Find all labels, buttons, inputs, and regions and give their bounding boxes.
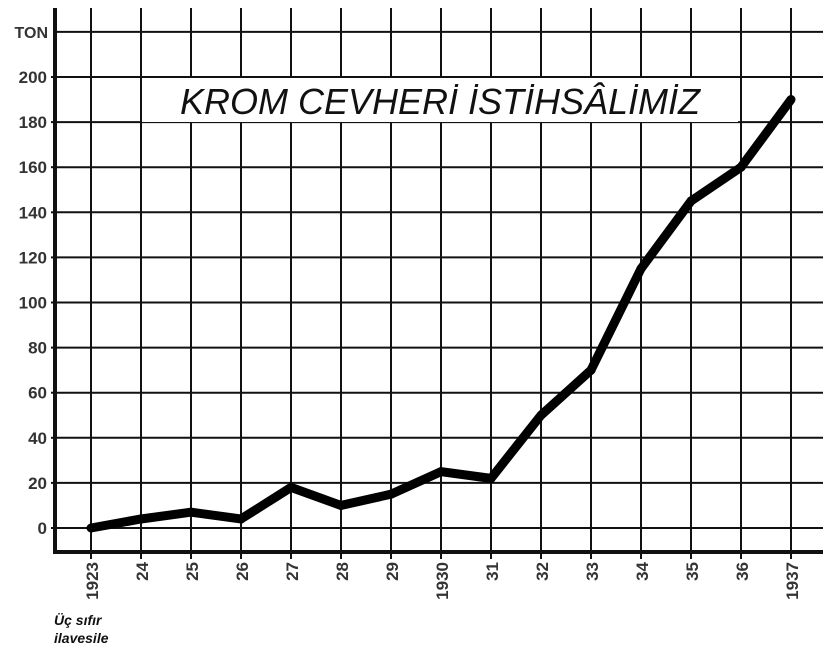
data-point xyxy=(186,507,196,517)
data-point xyxy=(486,473,496,483)
data-point xyxy=(286,482,296,492)
y-tick-label: 160 xyxy=(19,158,47,177)
unit-note-line-2: ilavesile xyxy=(54,630,109,646)
y-axis-label: TON xyxy=(15,25,48,42)
series-chrome-output xyxy=(86,95,796,533)
y-tick-labels: 0 20 40 60 80 100 120 140 160 180 200 xyxy=(19,68,47,538)
x-tick-label: 1930 xyxy=(433,562,452,600)
data-point xyxy=(136,514,146,524)
y-tick-label: 60 xyxy=(28,384,47,403)
unit-note: Üç sıfır ilavesile xyxy=(54,611,109,647)
y-tick-label: 100 xyxy=(19,294,47,313)
chart-axes xyxy=(51,8,823,559)
x-tick-label: 32 xyxy=(533,562,552,581)
chart-title: KROM CEVHERİ İSTİHSÂLİMİZ xyxy=(180,81,701,122)
x-tick-label: 24 xyxy=(133,561,152,580)
y-tick-label: 180 xyxy=(19,113,47,132)
x-tick-label: 36 xyxy=(733,562,752,581)
data-point xyxy=(86,523,96,533)
x-tick-label: 29 xyxy=(383,562,402,581)
data-point xyxy=(336,500,346,510)
x-tick-labels: 1923 24 25 26 27 28 29 1930 31 32 33 34 35 36 1937 xyxy=(83,561,802,599)
y-tick-label: 0 xyxy=(38,519,47,538)
y-tick-label: 40 xyxy=(28,429,47,448)
data-point xyxy=(586,365,596,375)
x-tick-label: 25 xyxy=(183,562,202,581)
y-tick-label: 200 xyxy=(19,68,47,87)
data-point xyxy=(686,196,696,206)
unit-note-line-1: Üç sıfır xyxy=(54,612,102,628)
y-tick-label: 80 xyxy=(28,339,47,358)
data-point xyxy=(236,514,246,524)
x-tick-label: 1937 xyxy=(783,562,802,600)
x-tick-label: 1923 xyxy=(83,562,102,600)
data-point xyxy=(786,95,796,105)
y-tick-label: 20 xyxy=(28,474,47,493)
x-tick-label: 28 xyxy=(333,562,352,581)
y-tick-label: 120 xyxy=(19,248,47,267)
x-tick-label: 26 xyxy=(233,562,252,581)
x-tick-label: 35 xyxy=(683,562,702,581)
data-point xyxy=(536,410,546,420)
y-tick-label: 140 xyxy=(19,203,47,222)
data-point xyxy=(636,264,646,274)
chart-grid xyxy=(55,8,823,552)
x-tick-label: 31 xyxy=(483,562,502,581)
x-tick-label: 34 xyxy=(633,561,652,580)
title-box xyxy=(142,78,738,122)
data-point xyxy=(386,489,396,499)
x-tick-label: 27 xyxy=(283,562,302,581)
data-point xyxy=(436,467,446,477)
data-point xyxy=(736,162,746,172)
x-tick-label: 33 xyxy=(583,562,602,581)
